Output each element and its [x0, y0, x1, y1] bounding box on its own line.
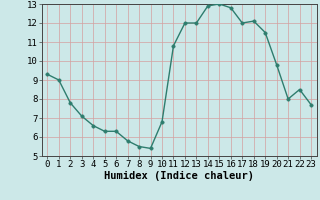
X-axis label: Humidex (Indice chaleur): Humidex (Indice chaleur): [104, 171, 254, 181]
